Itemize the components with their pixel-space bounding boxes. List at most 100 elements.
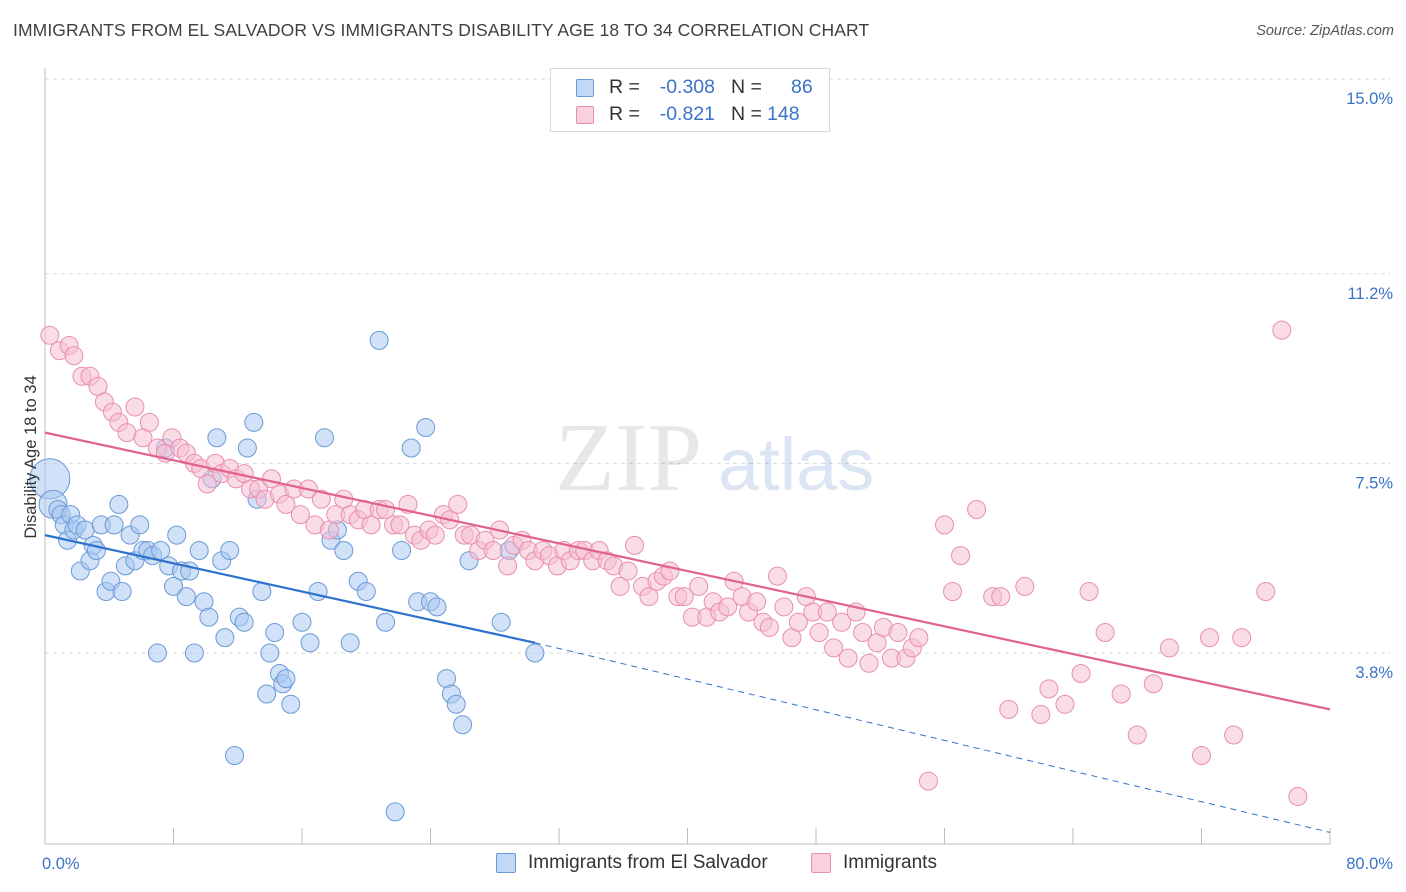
data-point — [257, 684, 277, 704]
data-point — [991, 587, 1011, 607]
data-point — [167, 525, 187, 545]
tick-labels: 3.8% 7.5% 11.2% 15.0% 0.0% 80.0% — [42, 90, 1393, 873]
data-point — [767, 566, 787, 586]
data-point — [215, 628, 235, 648]
trend-lines — [44, 431, 1331, 833]
data-point — [1039, 679, 1059, 699]
data-point — [1288, 787, 1308, 806]
data-point — [774, 597, 794, 617]
data-point — [300, 633, 320, 653]
data-point — [1159, 638, 1179, 658]
data-point — [859, 653, 879, 673]
stats-row-immigrants: R = -0.821 N = 148 — [551, 101, 829, 129]
data-point — [453, 715, 473, 735]
series-legend: Immigrants from El Salvador Immigrants — [0, 852, 1406, 878]
data-point — [125, 397, 145, 417]
data-point — [1127, 725, 1147, 745]
data-point — [943, 582, 963, 601]
data-point — [1143, 674, 1163, 694]
data-point — [674, 587, 694, 607]
watermark-atlas: atlas — [718, 423, 874, 506]
data-point — [446, 694, 466, 714]
data-point — [290, 505, 310, 525]
grid-lines — [45, 78, 1390, 654]
data-point — [220, 541, 240, 560]
data-point — [759, 617, 779, 637]
stats-row-el-salvador: R = -0.308 N = 86 — [551, 74, 829, 102]
data-point — [1071, 664, 1091, 683]
data-point — [824, 638, 844, 658]
data-point — [392, 541, 412, 560]
data-point — [104, 515, 124, 535]
data-point — [909, 628, 929, 648]
data-point — [1111, 684, 1131, 704]
data-point — [292, 612, 312, 632]
data-point — [207, 428, 227, 448]
data-point — [139, 412, 159, 432]
data-point — [1095, 623, 1115, 642]
data-point — [376, 612, 396, 632]
source-credit: Source: ZipAtlas.com — [1256, 23, 1394, 39]
stats-legend: R = -0.308 N = 86 R = -0.821 N = 148 — [550, 68, 830, 132]
data-point — [176, 587, 196, 607]
axes — [44, 68, 1331, 845]
data-point — [1256, 582, 1276, 601]
data-point — [361, 515, 381, 535]
data-point — [525, 643, 545, 663]
n-value: 148 — [767, 103, 800, 125]
data-point — [112, 582, 132, 601]
data-point — [64, 346, 84, 366]
data-point — [199, 607, 219, 627]
data-point — [747, 592, 767, 612]
data-point — [237, 438, 257, 458]
data-point — [225, 746, 245, 765]
r-label: R = — [609, 76, 640, 98]
r-value: -0.308 — [659, 76, 715, 98]
data-point — [308, 582, 328, 601]
data-point — [639, 587, 659, 607]
data-point — [147, 643, 167, 663]
data-point — [369, 330, 389, 350]
watermark-zip: ZIP — [555, 404, 702, 512]
data-point — [718, 597, 738, 617]
data-point — [788, 612, 808, 632]
data-point — [276, 494, 296, 514]
data-point — [311, 489, 331, 509]
data-point — [427, 597, 447, 617]
data-point — [918, 771, 938, 791]
data-point — [265, 623, 285, 642]
data-point — [1055, 694, 1075, 714]
data-point — [385, 802, 405, 822]
data-point — [483, 541, 503, 560]
trend-line-el-salvador-extension — [534, 642, 1331, 833]
watermark: ZIP atlas — [555, 404, 874, 512]
data-point — [967, 500, 987, 519]
data-point — [416, 418, 436, 437]
data-point — [660, 561, 680, 581]
x-tick-label: 80.0% — [1346, 855, 1393, 873]
n-label: N = — [731, 76, 762, 98]
data-point — [109, 494, 129, 514]
data-point — [809, 623, 829, 642]
data-point — [260, 643, 280, 663]
data-point — [1200, 628, 1220, 648]
data-point — [935, 515, 954, 535]
data-point — [624, 535, 644, 555]
data-point — [356, 582, 376, 601]
data-point — [189, 541, 209, 560]
swatch-pink — [576, 106, 594, 124]
y-tick-label: 7.5% — [1355, 474, 1393, 492]
legend-label: Immigrants from El Salvador — [528, 852, 768, 873]
y-tick-label: 15.0% — [1346, 90, 1393, 108]
trend-line-el-salvador — [44, 534, 536, 644]
data-point — [390, 515, 410, 535]
data-point — [1192, 746, 1211, 765]
r-label: R = — [609, 103, 640, 125]
legend-swatch-blue — [496, 853, 516, 873]
data-point — [130, 515, 150, 535]
data-point — [234, 612, 254, 632]
data-point — [281, 694, 301, 714]
data-point — [999, 699, 1019, 719]
data-point — [276, 669, 296, 689]
data-point — [425, 525, 445, 545]
